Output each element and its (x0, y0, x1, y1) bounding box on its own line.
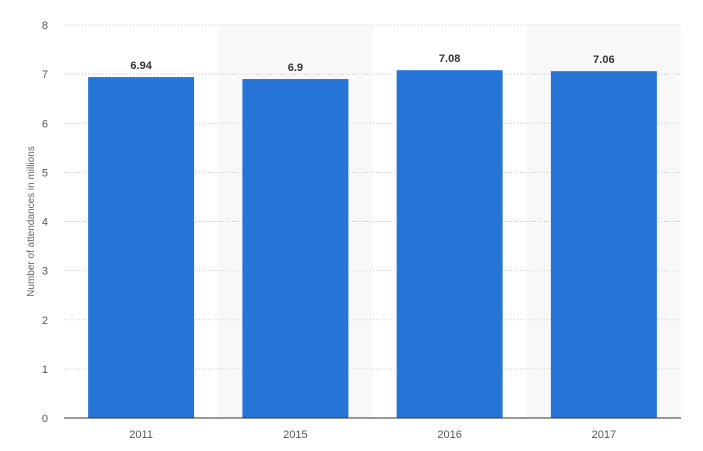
y-tick-label: 7 (42, 69, 48, 81)
bar-value-label: 6.9 (288, 62, 303, 74)
bars (88, 70, 657, 419)
x-tick-label: 2011 (129, 429, 153, 441)
y-tick-label: 3 (42, 266, 48, 278)
y-tick-label: 0 (42, 413, 48, 425)
bar (242, 79, 349, 418)
y-tick-label: 8 (42, 20, 48, 32)
y-tick-label: 4 (42, 217, 48, 229)
y-tick-label: 1 (42, 364, 48, 376)
bar (550, 71, 657, 419)
bar-value-label: 6.94 (130, 60, 152, 72)
data-labels: 6.94 6.9 7.08 7.06 (130, 53, 614, 74)
bar (396, 70, 503, 418)
y-tick-label: 6 (42, 118, 48, 130)
x-tick-label: 2017 (592, 429, 616, 441)
y-tick-label: 2 (42, 315, 48, 327)
bar-value-label: 7.06 (593, 54, 614, 66)
x-axis-ticks: 2011 2015 2016 2017 (129, 429, 616, 441)
y-tick-label: 5 (42, 167, 48, 179)
x-tick-label: 2015 (283, 429, 307, 441)
x-tick-label: 2016 (437, 429, 461, 441)
y-axis-ticks: 0 1 2 3 4 5 6 7 8 (42, 20, 48, 425)
bar-value-label: 7.08 (439, 53, 460, 65)
y-axis-title: Number of attendances in millions (26, 146, 37, 297)
bar (88, 77, 195, 418)
